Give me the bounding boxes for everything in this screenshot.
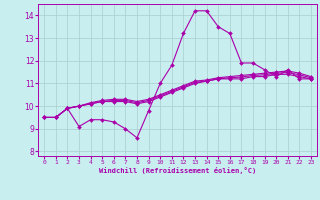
X-axis label: Windchill (Refroidissement éolien,°C): Windchill (Refroidissement éolien,°C) bbox=[99, 167, 256, 174]
